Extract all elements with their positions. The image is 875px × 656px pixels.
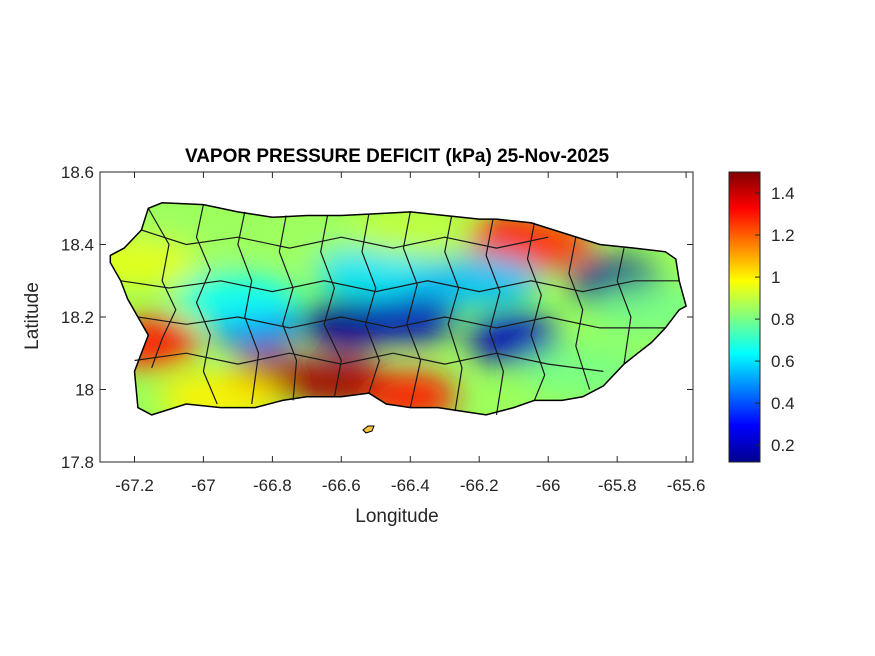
y-axis-label: Latitude (22, 282, 43, 350)
y-axis: 17.8 18 18.2 18.4 18.6 (61, 163, 693, 472)
municipality-boundary-9 (526, 222, 546, 401)
municipality-boundaries (120, 204, 680, 415)
y-tick-label: 17.8 (61, 453, 94, 472)
x-axis-label: Longitude (355, 506, 438, 527)
municipality-boundary-0 (147, 208, 177, 369)
x-tick-label: -66.4 (391, 476, 430, 495)
chart-title: VAPOR PRESSURE DEFICIT (kPa) 25-Nov-2025 (185, 146, 610, 167)
y-tick-label: 18.6 (61, 163, 94, 182)
y-tick-label: 18.4 (61, 236, 94, 255)
municipality-boundary-6 (402, 211, 422, 408)
vpd-region-16 (348, 204, 473, 256)
colorbar-tick-label: 1.4 (771, 184, 795, 203)
municipality-boundary-14 (134, 352, 604, 372)
coastline (109, 202, 687, 416)
colorbar-tick-label: 0.8 (771, 310, 795, 329)
municipality-boundary-8 (485, 218, 505, 415)
colorbar-tick-label: 0.6 (771, 352, 795, 371)
municipality-boundary-15 (141, 229, 549, 249)
x-tick-label: -65.6 (667, 476, 706, 495)
municipality-boundary-1 (195, 204, 218, 405)
y-tick-label: 18.2 (61, 308, 94, 327)
colorbar-tick-label: 0.4 (771, 394, 795, 413)
colorbar-tick-label: 1 (771, 268, 780, 287)
vpd-region-11 (175, 272, 300, 325)
vpd-region-13 (417, 254, 542, 307)
x-tick-label: -66.8 (253, 476, 292, 495)
municipality-boundary-12 (120, 280, 680, 293)
colorbar-tick-label: 0.2 (771, 436, 795, 455)
x-tick-label: -67.2 (115, 476, 154, 495)
x-tick-label: -65.8 (598, 476, 637, 495)
x-axis: -67.2 -67 -66.8 -66.6 -66.4 -66.2 -66 -65.8 -65.… (115, 172, 705, 495)
x-tick-label: -66 (536, 476, 561, 495)
colorbar-ticks: 0.2 0.4 0.6 0.8 1 1.2 1.4 (755, 184, 795, 455)
municipality-boundary-13 (137, 316, 666, 329)
vpd-region-12 (313, 247, 438, 300)
y-tick-label: 18 (75, 381, 94, 400)
colorbar-tick-label: 1.2 (771, 226, 795, 245)
x-tick-label: -66.6 (322, 476, 361, 495)
vpd-region-20 (110, 236, 197, 289)
municipality-boundary-7 (444, 215, 463, 412)
colorbar (728, 171, 761, 463)
municipality-boundary-2 (237, 211, 260, 405)
x-tick-label: -66.2 (460, 476, 499, 495)
vpd-region-7 (364, 291, 457, 343)
municipality-boundary-10 (568, 237, 591, 390)
municipality-boundary-11 (616, 247, 632, 365)
municipality-boundary-4 (320, 215, 342, 397)
x-tick-label: -67 (191, 476, 216, 495)
municipality-boundary-5 (361, 213, 380, 394)
caja-de-muertos-islet (362, 425, 375, 434)
